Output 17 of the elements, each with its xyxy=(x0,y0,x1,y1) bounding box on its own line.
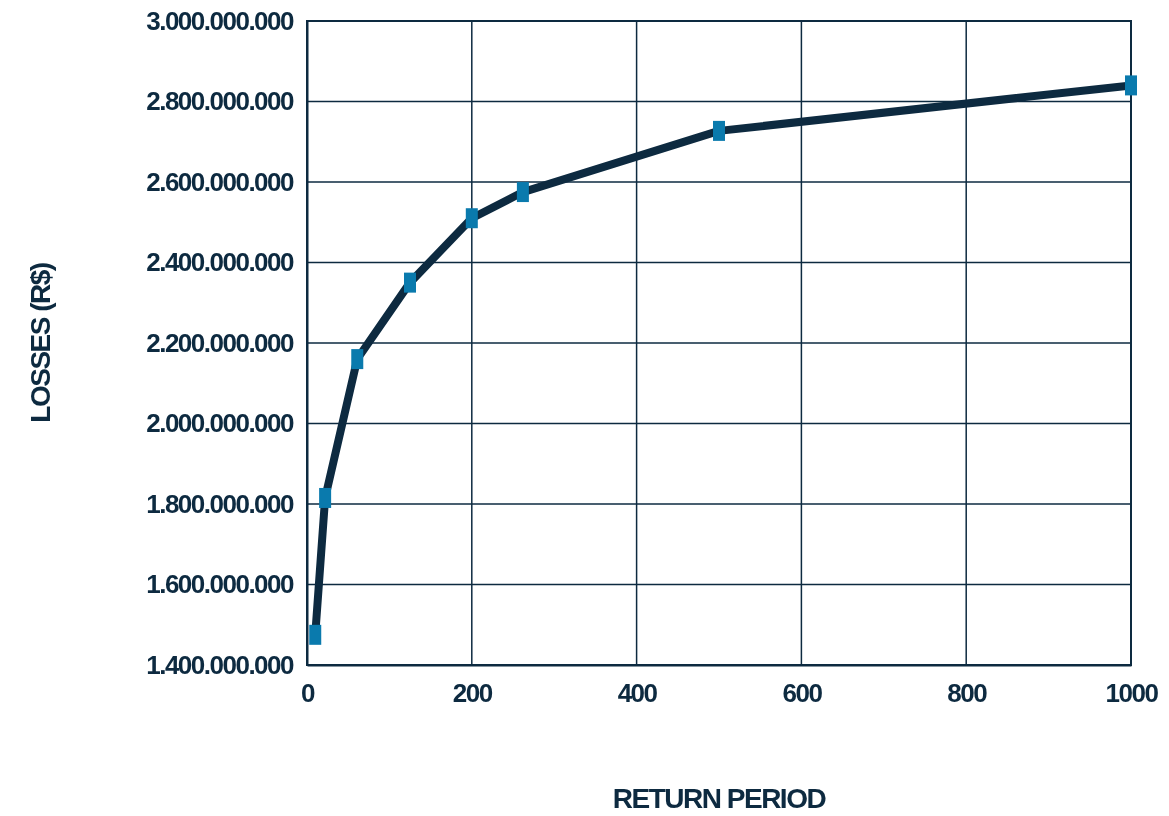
x-tick-label: 200 xyxy=(452,678,493,709)
y-tick-label: 2.400.000.000 xyxy=(146,247,295,278)
y-tick-label: 1.800.000.000 xyxy=(146,488,295,519)
x-tick-label: 800 xyxy=(947,678,988,709)
x-axis-title: RETURN PERIOD xyxy=(612,783,827,814)
y-tick-label: 1.600.000.000 xyxy=(146,569,295,600)
y-tick-label: 1.400.000.000 xyxy=(146,649,295,680)
x-tick-label: 400 xyxy=(617,678,658,709)
x-tick-label: 0 xyxy=(301,678,316,709)
y-tick-label: 2.200.000.000 xyxy=(146,327,295,358)
y-tick-label: 2.000.000.000 xyxy=(146,408,295,439)
y-tick-label: 2.800.000.000 xyxy=(146,86,295,117)
y-tick-label: 3.000.000.000 xyxy=(146,5,295,36)
y-tick-label: 2.600.000.000 xyxy=(146,166,295,197)
x-tick-label: 600 xyxy=(782,678,823,709)
y-axis-title: LOSSES (R$) xyxy=(25,263,56,423)
x-tick-label: 1000 xyxy=(1105,678,1159,709)
